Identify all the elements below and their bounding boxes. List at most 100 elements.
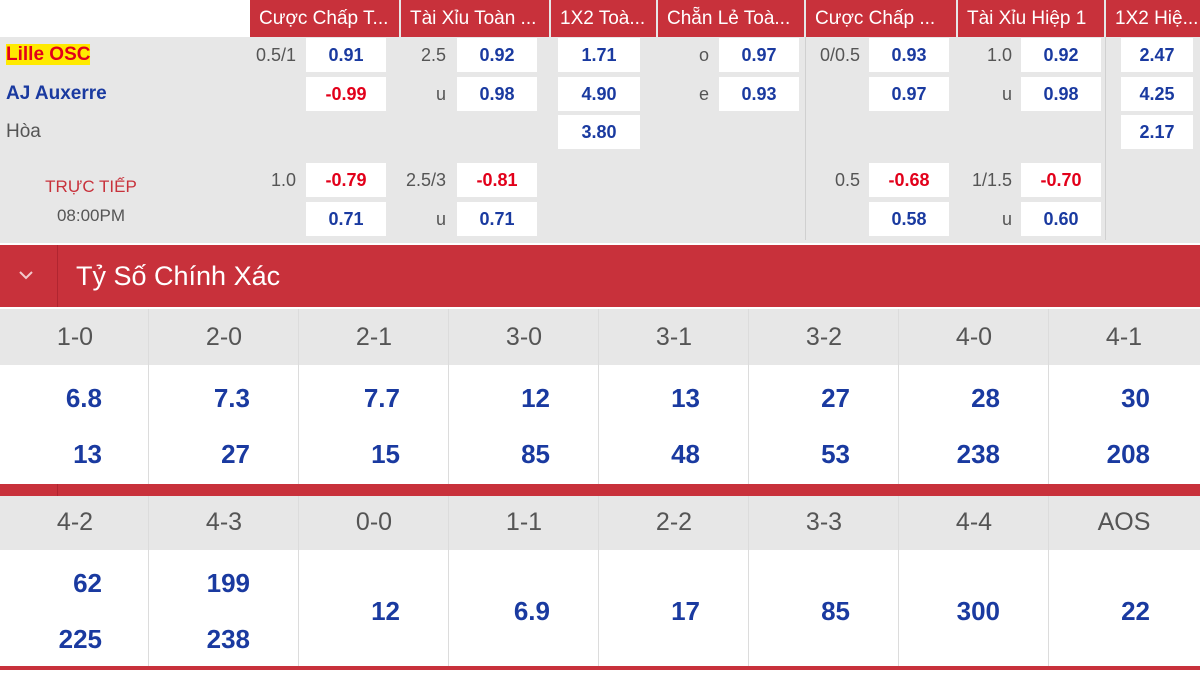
score-home-odds[interactable]: 30: [1121, 383, 1150, 413]
score-away-odds[interactable]: 15: [371, 439, 400, 469]
alt-under-odds[interactable]: 0.71: [457, 202, 537, 236]
score-away-odds[interactable]: 85: [521, 439, 550, 469]
h1-handicap-away-odds[interactable]: 0.97: [869, 77, 949, 111]
handicap-line: 0.5/1: [255, 45, 296, 65]
header-over-under-ft[interactable]: Tài Xỉu Toàn ...: [401, 0, 549, 37]
under-odds[interactable]: 0.98: [457, 77, 537, 111]
h1-under-odds[interactable]: 0.98: [1021, 77, 1101, 111]
alt-over-odds[interactable]: -0.81: [457, 163, 537, 197]
header-separator: [57, 245, 58, 307]
score-odds-cell[interactable]: 28 238: [898, 365, 1048, 484]
header-odd-even-ft[interactable]: Chẵn Lẻ Toà...: [658, 0, 804, 37]
even-odds[interactable]: 0.93: [719, 77, 799, 111]
handicap-home-odds[interactable]: 0.91: [306, 38, 386, 72]
h1-1x2-home-odds[interactable]: 2.47: [1121, 38, 1193, 72]
header-handicap-ft[interactable]: Cược Chấp T...: [250, 0, 399, 37]
score-col: 1-0: [0, 309, 150, 365]
correct-score-title: Tỷ Số Chính Xác: [76, 261, 281, 291]
score-odds-cell[interactable]: 12 85: [448, 365, 598, 484]
alt-h1-handicap-away-odds[interactable]: 0.58: [869, 202, 949, 236]
h1-1x2-away-odds[interactable]: 4.25: [1121, 77, 1193, 111]
score-away-odds[interactable]: 53: [821, 439, 850, 469]
score-label: 4-2: [56, 508, 94, 536]
score-col: 3-1: [598, 309, 748, 365]
header-1x2-h1[interactable]: 1X2 Hiệ...: [1106, 0, 1200, 37]
score-odds-cell[interactable]: 30 208: [1048, 365, 1198, 484]
score-odds-cell[interactable]: 62 225: [0, 550, 150, 666]
score-odds-cell[interactable]: 85: [748, 550, 898, 666]
section-divider: [0, 484, 1200, 496]
1x2-draw-odds[interactable]: 3.80: [558, 115, 640, 149]
score-col: 4-4: [898, 496, 1048, 550]
header-1x2-ft[interactable]: 1X2 Toà...: [551, 0, 656, 37]
score-odds-cell[interactable]: 6.8 13: [0, 365, 150, 484]
market-header-row: Cược Chấp T... Tài Xỉu Toàn ... 1X2 Toà.…: [0, 0, 1200, 37]
score-odds-cell[interactable]: 6.9: [448, 550, 598, 666]
chevron-down-icon[interactable]: [16, 265, 36, 285]
bottom-border: [0, 666, 1200, 670]
over-odds[interactable]: 0.92: [457, 38, 537, 72]
alt-h1-under-odds[interactable]: 0.60: [1021, 202, 1101, 236]
score-odds-cell[interactable]: 199 238: [148, 550, 298, 666]
score-odds-cell[interactable]: 13 48: [598, 365, 748, 484]
alt-h1-over-odds[interactable]: -0.70: [1021, 163, 1101, 197]
score-home-odds[interactable]: 13: [671, 383, 700, 413]
score-away-odds[interactable]: 225: [58, 624, 102, 654]
score-col: 3-3: [748, 496, 898, 550]
score-home-odds[interactable]: 7.3: [213, 383, 250, 413]
score-odds-cell[interactable]: 7.7 15: [298, 365, 448, 484]
alt-h1-handicap-line: 0.5: [834, 170, 860, 190]
header-over-under-h1[interactable]: Tài Xỉu Hiệp 1: [958, 0, 1104, 37]
score-col: 0-0: [298, 496, 448, 550]
score-single-odds[interactable]: 22: [1121, 596, 1150, 626]
score-odds-cell[interactable]: 27 53: [748, 365, 898, 484]
h1-handicap-home-odds[interactable]: 0.93: [869, 38, 949, 72]
score-col: AOS: [1048, 496, 1198, 550]
score-col: 2-0: [148, 309, 298, 365]
score-odds-cell[interactable]: 22: [1048, 550, 1198, 666]
score-odds-cell[interactable]: 7.3 27: [148, 365, 298, 484]
score-odds-cell[interactable]: 12: [298, 550, 448, 666]
divider-nub: [57, 484, 58, 496]
h1-over-odds[interactable]: 0.92: [1021, 38, 1101, 72]
1x2-away-odds[interactable]: 4.90: [558, 77, 640, 111]
1x2-home-odds[interactable]: 1.71: [558, 38, 640, 72]
score-home-odds[interactable]: 7.7: [363, 383, 400, 413]
score-away-odds[interactable]: 238: [956, 439, 1000, 469]
score-away-odds[interactable]: 48: [671, 439, 700, 469]
correct-score-header[interactable]: Tỷ Số Chính Xác: [0, 245, 1200, 307]
score-col: 2-1: [298, 309, 448, 365]
score-away-odds[interactable]: 238: [206, 624, 250, 654]
score-label: 4-0: [955, 323, 993, 351]
score-single-odds[interactable]: 17: [671, 596, 700, 626]
h1-1x2-draw-odds[interactable]: 2.17: [1121, 115, 1193, 149]
odd-odds[interactable]: 0.97: [719, 38, 799, 72]
alt-h1-over-under-line: 1/1.5: [971, 170, 1012, 190]
score-home-odds[interactable]: 6.8: [65, 383, 102, 413]
score-row-1-odds: 6.8 13 7.3 27 7.7 15 12 85 13 48 27 53 2…: [0, 365, 1200, 484]
score-home-odds[interactable]: 27: [821, 383, 850, 413]
header-handicap-h1[interactable]: Cược Chấp ...: [806, 0, 956, 37]
home-team-name: Lille OSC: [6, 44, 91, 65]
score-single-odds[interactable]: 6.9: [513, 596, 550, 626]
score-single-odds[interactable]: 85: [821, 596, 850, 626]
score-away-odds[interactable]: 27: [221, 439, 250, 469]
alt-handicap-home-odds[interactable]: -0.79: [306, 163, 386, 197]
header-spacer: [0, 0, 250, 37]
score-home-odds[interactable]: 62: [73, 568, 102, 598]
score-away-odds[interactable]: 13: [73, 439, 102, 469]
score-label: 4-3: [205, 508, 243, 536]
score-home-odds[interactable]: 12: [521, 383, 550, 413]
score-single-odds[interactable]: 12: [371, 596, 400, 626]
score-odds-cell[interactable]: 17: [598, 550, 748, 666]
handicap-away-odds[interactable]: -0.99: [306, 77, 386, 111]
alt-h1-handicap-home-odds[interactable]: -0.68: [869, 163, 949, 197]
score-away-odds[interactable]: 208: [1106, 439, 1150, 469]
alt-handicap-away-odds[interactable]: 0.71: [306, 202, 386, 236]
score-odds-cell[interactable]: 300: [898, 550, 1048, 666]
over-under-line: 2.5: [420, 45, 446, 65]
score-home-odds[interactable]: 199: [206, 568, 250, 598]
score-home-odds[interactable]: 28: [971, 383, 1000, 413]
score-single-odds[interactable]: 300: [956, 596, 1000, 626]
score-col: 4-2: [0, 496, 150, 550]
